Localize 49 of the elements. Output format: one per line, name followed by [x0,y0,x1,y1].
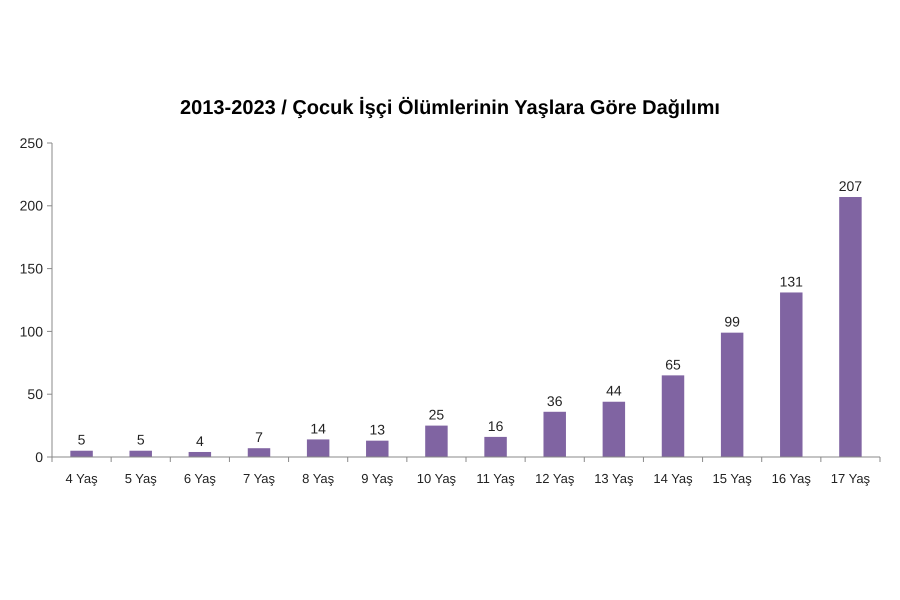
x-tick-label: 11 Yaş [476,471,516,486]
bar [425,426,448,457]
bar [484,436,507,457]
bar [543,412,566,457]
data-label: 5 [136,432,145,448]
data-label: 99 [724,314,740,330]
x-tick-label: 5 Yaş [124,471,158,486]
bar [602,402,626,457]
x-tick-label: 7 Yaş [242,471,276,486]
data-label: 207 [838,178,862,194]
x-tick-label: 17 Yaş [830,471,871,486]
data-label: 25 [428,406,444,423]
x-tick-label: 10 Yaş [416,471,457,486]
x-tick-label: 8 Yaş [302,471,335,486]
bar [188,452,212,457]
y-tick-label: 50 [27,386,44,402]
bar [839,197,862,457]
x-tick-label: 12 Yaş [535,471,575,486]
bar [248,448,270,457]
data-label: 44 [606,382,622,399]
y-tick-label: 0 [35,448,44,465]
x-tick-label: 4 Yaş [66,471,98,486]
data-label: 5 [78,432,86,448]
x-tick-label: 16 Yaş [772,471,812,486]
y-tick-label: 150 [20,260,44,276]
x-tick-label: 9 Yaş [361,471,394,486]
bar [720,332,744,457]
x-tick-label: 15 Yaş [712,471,752,486]
data-label: 13 [369,422,386,438]
bar [780,292,803,457]
bar [662,375,684,457]
x-tick-label: 13 Yaş [594,471,634,486]
y-tick-label: 200 [20,198,44,214]
bar [366,440,389,457]
bar [70,450,93,457]
data-label: 14 [310,420,326,436]
data-label: 7 [255,429,264,446]
data-label: 16 [488,418,504,434]
x-tick-label: 14 Yaş [653,471,694,486]
bar [129,450,152,457]
data-label: 65 [665,356,681,372]
x-tick-label: 6 Yaş [184,471,216,486]
y-tick-label: 250 [20,134,44,151]
data-label: 131 [780,273,804,290]
data-label: 4 [196,432,204,449]
y-tick-label: 100 [20,323,44,340]
chart-title: 2013-2023 / Çocuk İşçi Ölümlerinin Yaşlara Göre Dağılımı [180,96,720,119]
bar [306,439,330,457]
data-label: 36 [546,392,563,409]
